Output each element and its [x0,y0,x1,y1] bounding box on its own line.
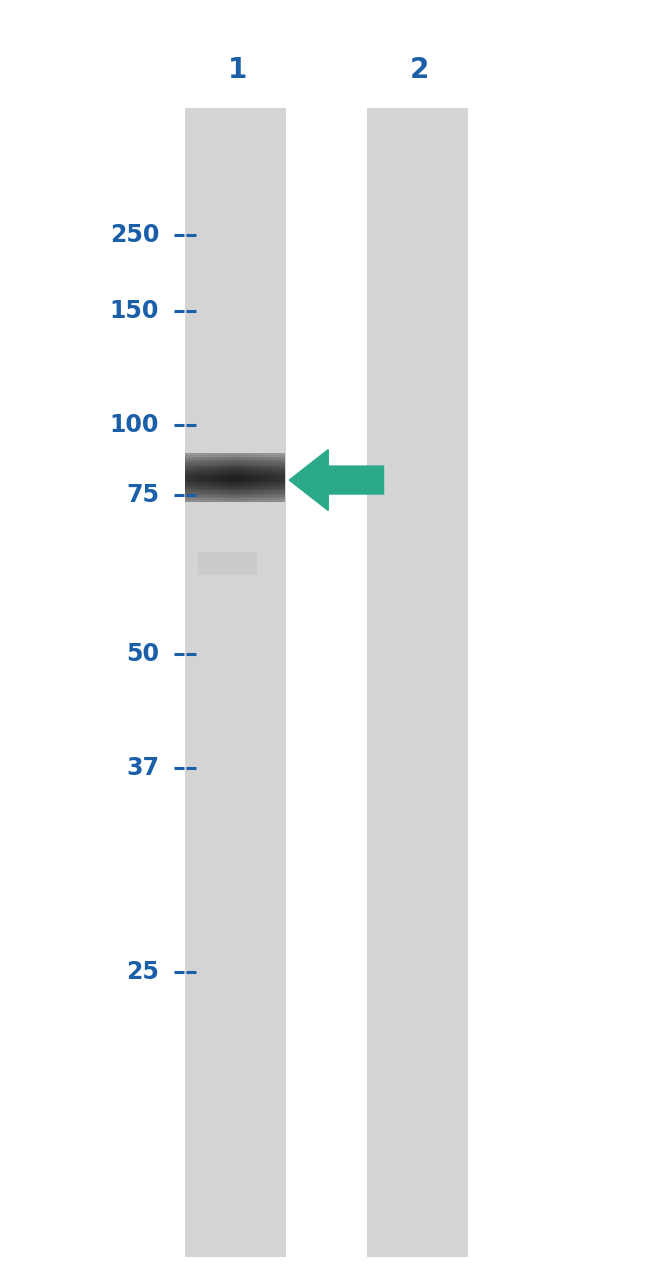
Bar [185,467,285,470]
Text: 150: 150 [110,300,159,323]
Bar [245,453,248,502]
Bar [260,453,263,502]
Bar [267,453,270,502]
Bar [257,453,260,502]
Bar [198,453,200,502]
Bar [252,453,255,502]
Bar [255,453,257,502]
Bar [185,108,286,1257]
Bar [185,465,285,466]
Text: 2: 2 [410,56,429,84]
Bar [198,552,257,575]
Bar [222,453,225,502]
Bar [185,458,285,460]
Text: 75: 75 [126,484,159,507]
Bar [185,491,285,494]
Bar [185,453,188,502]
Bar [185,472,285,474]
Bar [185,476,285,478]
Bar [185,483,285,484]
Bar [272,453,275,502]
Bar [280,453,282,502]
Bar [185,484,285,485]
Text: 50: 50 [126,643,159,665]
Bar [185,500,285,502]
Bar [263,453,265,502]
Bar [185,494,285,495]
Bar [185,497,285,498]
Bar [203,453,205,502]
Bar [185,460,285,461]
Bar [207,453,210,502]
Bar [230,453,233,502]
Bar [233,453,235,502]
Bar [213,453,215,502]
FancyArrow shape [289,450,384,511]
Bar [242,453,245,502]
Bar [367,108,468,1257]
Bar [282,453,285,502]
Bar [225,453,227,502]
Bar [185,455,285,457]
Bar [227,453,230,502]
Bar [185,490,285,491]
Bar [185,466,285,467]
Bar [235,453,237,502]
Bar [210,453,213,502]
Text: 25: 25 [126,960,159,983]
Bar [275,453,278,502]
Bar [218,453,220,502]
Bar [185,488,285,489]
Bar [188,453,190,502]
Bar [185,498,285,500]
Bar [248,453,250,502]
Bar [195,453,198,502]
Bar [185,461,285,464]
Bar [190,453,192,502]
Bar [185,481,285,483]
Bar [185,453,285,455]
Bar [185,470,285,471]
Bar [185,485,285,488]
Bar [270,453,272,502]
Bar [220,453,222,502]
Bar [185,464,285,465]
Bar [265,453,267,502]
Text: 1: 1 [227,56,247,84]
Bar [237,453,240,502]
Text: 100: 100 [110,414,159,437]
Bar [240,453,242,502]
Bar [185,474,285,476]
Bar [185,471,285,472]
Bar [250,453,252,502]
Bar [192,453,195,502]
Bar [205,453,207,502]
Bar [200,453,203,502]
Bar [215,453,218,502]
Bar [185,495,285,497]
Bar [185,478,285,479]
Bar [185,457,285,458]
Bar [185,479,285,481]
Bar [278,453,280,502]
Text: 37: 37 [126,757,159,780]
Bar [185,489,285,490]
Text: 250: 250 [110,224,159,246]
